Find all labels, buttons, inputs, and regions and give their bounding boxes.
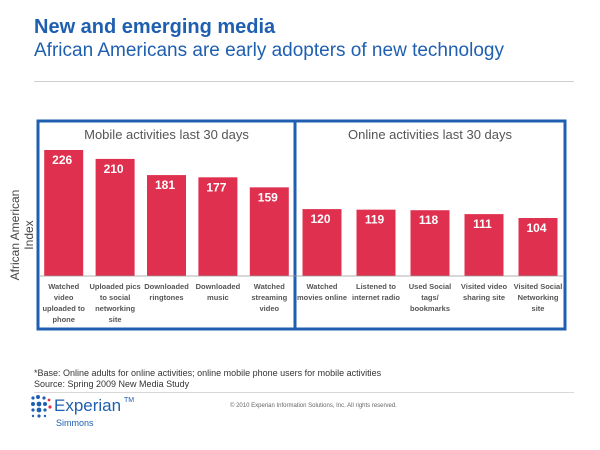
slide-title: New and emerging media — [34, 16, 276, 38]
bar-10 — [518, 218, 558, 276]
experian-logo-icon — [31, 395, 52, 418]
category-label-1: Watched video uploaded to phone — [42, 282, 85, 324]
bar-2 — [95, 158, 135, 276]
value-label-10: 104 — [526, 221, 546, 235]
category-label-10: Visited Social Networking site — [514, 282, 563, 313]
category-label-5: Watched streaming video — [251, 282, 287, 313]
category-label-2: Uploaded pics to social networking site — [89, 282, 140, 324]
value-label-7: 119 — [365, 213, 385, 227]
value-label-8: 118 — [419, 213, 439, 227]
category-label-7: Listened to internet radio — [352, 282, 400, 302]
value-label-9: 111 — [473, 217, 492, 231]
value-label-2: 210 — [104, 162, 124, 176]
bar-1 — [44, 150, 84, 276]
value-label-4: 177 — [206, 180, 226, 194]
group-frame-2 — [293, 119, 567, 331]
bar-5 — [249, 187, 289, 276]
source-note: Source: Spring 2009 New Media Study — [34, 379, 190, 389]
group-title-1: Mobile activities last 30 days — [84, 127, 249, 142]
bar-3 — [147, 175, 186, 276]
value-label-1: 226 — [52, 153, 72, 167]
bar-7 — [356, 209, 396, 276]
bar-8 — [410, 210, 450, 276]
title-divider — [34, 81, 574, 82]
value-label-6: 120 — [310, 212, 330, 226]
logo-subtitle: Simmons — [56, 418, 94, 428]
category-label-9: Visited video sharing site — [461, 282, 508, 302]
slide-subtitle: African Americans are early adopters of … — [34, 40, 504, 61]
value-label-3: 181 — [155, 178, 175, 192]
copyright-notice: © 2010 Experian Information Solutions, I… — [230, 403, 397, 409]
group-title-2: Online activities last 30 days — [348, 127, 513, 142]
logo-trademark: TM — [124, 397, 135, 404]
category-label-4: Downloaded music — [196, 282, 241, 302]
bar-9 — [464, 214, 504, 276]
category-label-6: Watched movies online — [297, 282, 347, 302]
value-label-5: 159 — [258, 190, 278, 204]
category-label-3: Downloaded ringtones — [144, 282, 189, 302]
bar-4 — [198, 177, 238, 276]
bar-6 — [302, 209, 342, 276]
footer-divider — [34, 392, 574, 393]
category-label-8: Used Social tags/bookmarks — [409, 282, 452, 313]
logo-wordmark: Experian — [54, 396, 122, 415]
base-note: *Base: Online adults for online activiti… — [34, 368, 382, 378]
